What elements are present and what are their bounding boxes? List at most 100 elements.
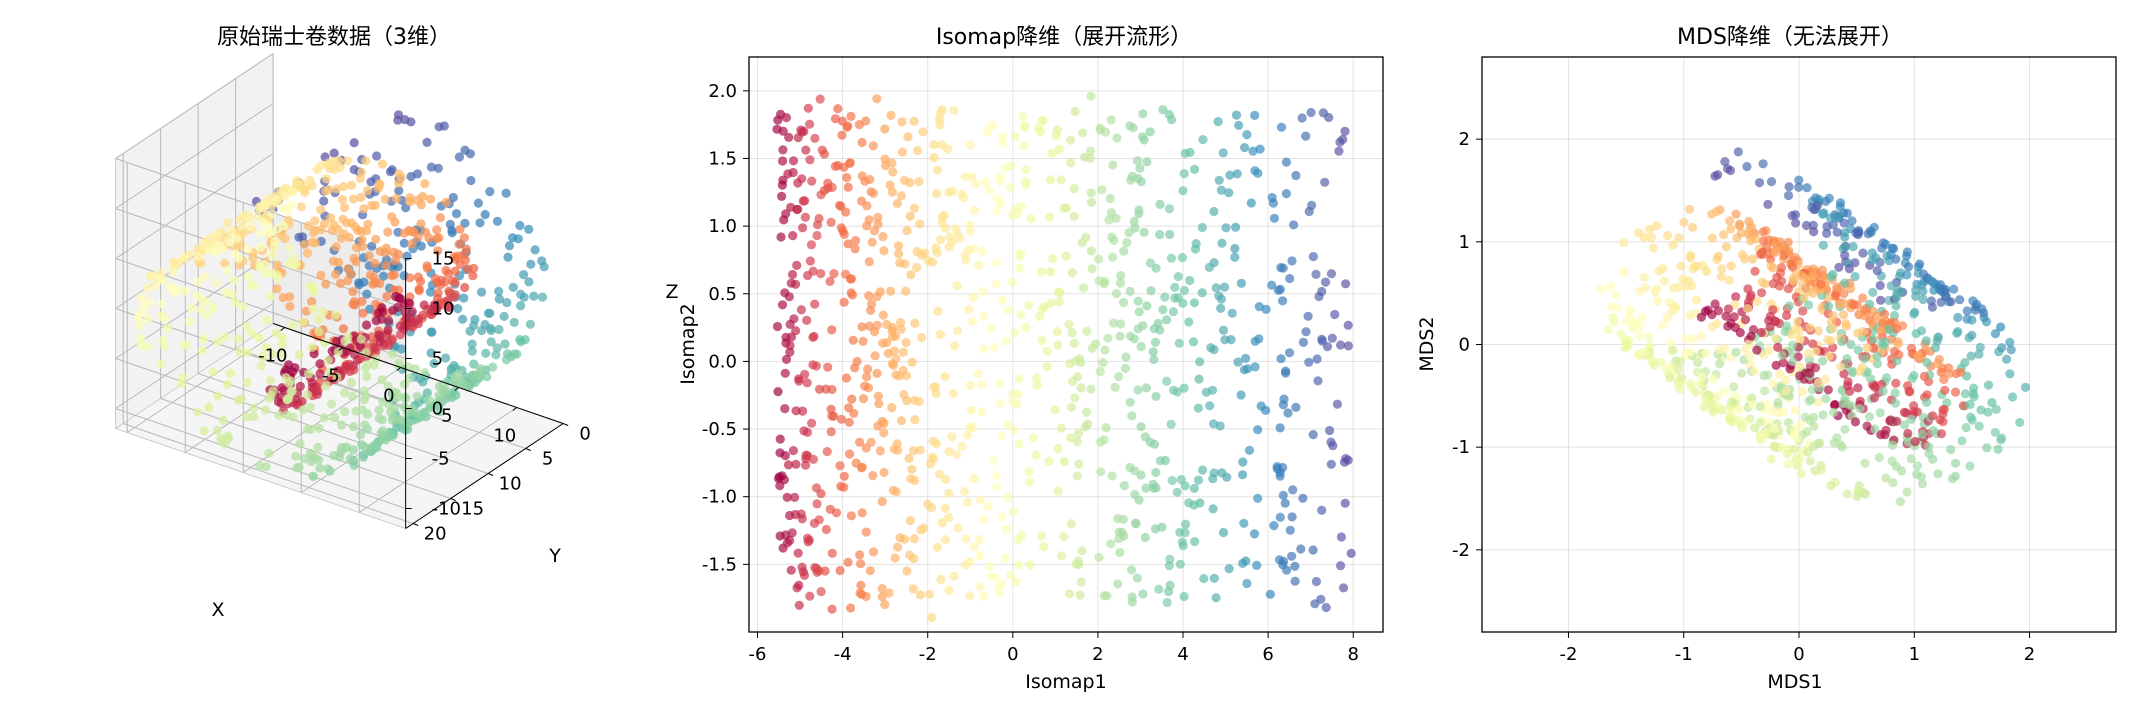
data-point xyxy=(1808,264,1819,274)
data-point xyxy=(1189,500,1199,510)
data-point xyxy=(286,376,296,386)
data-point xyxy=(402,251,412,261)
data-point xyxy=(1133,324,1143,334)
data-point xyxy=(1760,386,1770,396)
data-point xyxy=(1176,474,1186,485)
data-point xyxy=(1340,126,1350,136)
data-point xyxy=(844,403,854,413)
data-point xyxy=(1244,445,1255,455)
data-point xyxy=(1285,273,1295,284)
data-point xyxy=(907,464,917,474)
data-point xyxy=(135,320,145,330)
data-point xyxy=(374,413,384,423)
mds-y-label: MDS2 xyxy=(1416,316,1438,371)
data-point xyxy=(979,515,989,525)
data-point xyxy=(1842,354,1852,364)
data-point xyxy=(1155,229,1165,240)
data-point xyxy=(1094,552,1104,563)
data-point xyxy=(1059,456,1069,467)
data-point xyxy=(957,189,967,199)
data-point xyxy=(914,176,924,187)
data-point xyxy=(361,320,372,330)
data-point xyxy=(836,414,847,424)
data-point xyxy=(1193,475,1204,485)
y-tick xyxy=(525,448,531,451)
data-point xyxy=(1768,378,1778,388)
data-point xyxy=(435,213,445,223)
data-point xyxy=(1113,579,1123,589)
data-point xyxy=(1343,341,1353,351)
data-point xyxy=(814,384,825,394)
data-point xyxy=(1301,131,1311,141)
data-point xyxy=(1782,448,1792,459)
data-point xyxy=(875,446,885,456)
data-point xyxy=(1708,374,1718,385)
data-point xyxy=(1021,322,1031,332)
data-point xyxy=(1874,452,1884,463)
data-point xyxy=(931,382,941,392)
data-point xyxy=(990,572,1001,582)
data-point xyxy=(845,158,855,168)
data-point xyxy=(1180,528,1190,538)
y-tick-label: 0.5 xyxy=(708,284,737,305)
data-point xyxy=(786,565,796,575)
data-point xyxy=(1804,396,1814,406)
data-point xyxy=(316,160,326,170)
y-tick xyxy=(450,498,456,501)
data-point xyxy=(1745,351,1755,361)
data-point xyxy=(362,289,372,299)
data-point xyxy=(815,94,825,104)
data-point xyxy=(1069,184,1079,194)
data-point xyxy=(339,181,349,192)
data-point xyxy=(1752,296,1762,306)
y-tick-label: -1 xyxy=(1452,437,1470,458)
data-point xyxy=(1119,246,1129,256)
data-point xyxy=(1911,291,1921,301)
data-point xyxy=(1239,518,1249,528)
data-point xyxy=(1026,214,1036,224)
data-point xyxy=(909,395,920,405)
data-point xyxy=(231,233,241,243)
data-point xyxy=(1111,213,1121,223)
data-point xyxy=(1749,366,1760,376)
data-point xyxy=(502,298,512,308)
data-point xyxy=(1766,454,1776,464)
data-point xyxy=(1158,105,1168,115)
data-point xyxy=(810,299,820,309)
data-point xyxy=(1056,423,1066,433)
data-point xyxy=(1891,378,1901,388)
data-point xyxy=(1225,170,1235,180)
data-point xyxy=(937,518,947,528)
data-point xyxy=(1821,394,1831,404)
data-point xyxy=(841,207,851,217)
data-point xyxy=(389,270,399,280)
data-point xyxy=(1757,288,1767,298)
data-point xyxy=(334,257,344,267)
data-point xyxy=(793,548,803,558)
data-point xyxy=(1241,556,1251,566)
data-point xyxy=(904,453,914,463)
data-point xyxy=(1855,403,1865,414)
data-point xyxy=(1101,127,1111,137)
data-point xyxy=(1132,573,1142,583)
x-tick xyxy=(280,327,286,331)
data-point xyxy=(349,460,359,470)
data-point xyxy=(1915,259,1925,269)
data-point xyxy=(378,426,388,436)
data-point xyxy=(882,319,892,330)
data-point xyxy=(1710,171,1720,181)
data-point xyxy=(894,249,904,259)
data-point xyxy=(909,116,919,126)
data-point xyxy=(450,277,460,288)
data-point xyxy=(488,362,498,372)
data-point xyxy=(846,111,856,121)
data-point xyxy=(337,194,347,205)
data-point xyxy=(923,256,933,266)
data-point xyxy=(358,308,368,318)
data-point xyxy=(1881,473,1891,483)
data-point xyxy=(1733,404,1744,414)
data-point xyxy=(908,584,918,594)
y-tick-label: 10 xyxy=(499,474,522,495)
data-point xyxy=(1053,443,1063,454)
data-point xyxy=(204,245,214,255)
